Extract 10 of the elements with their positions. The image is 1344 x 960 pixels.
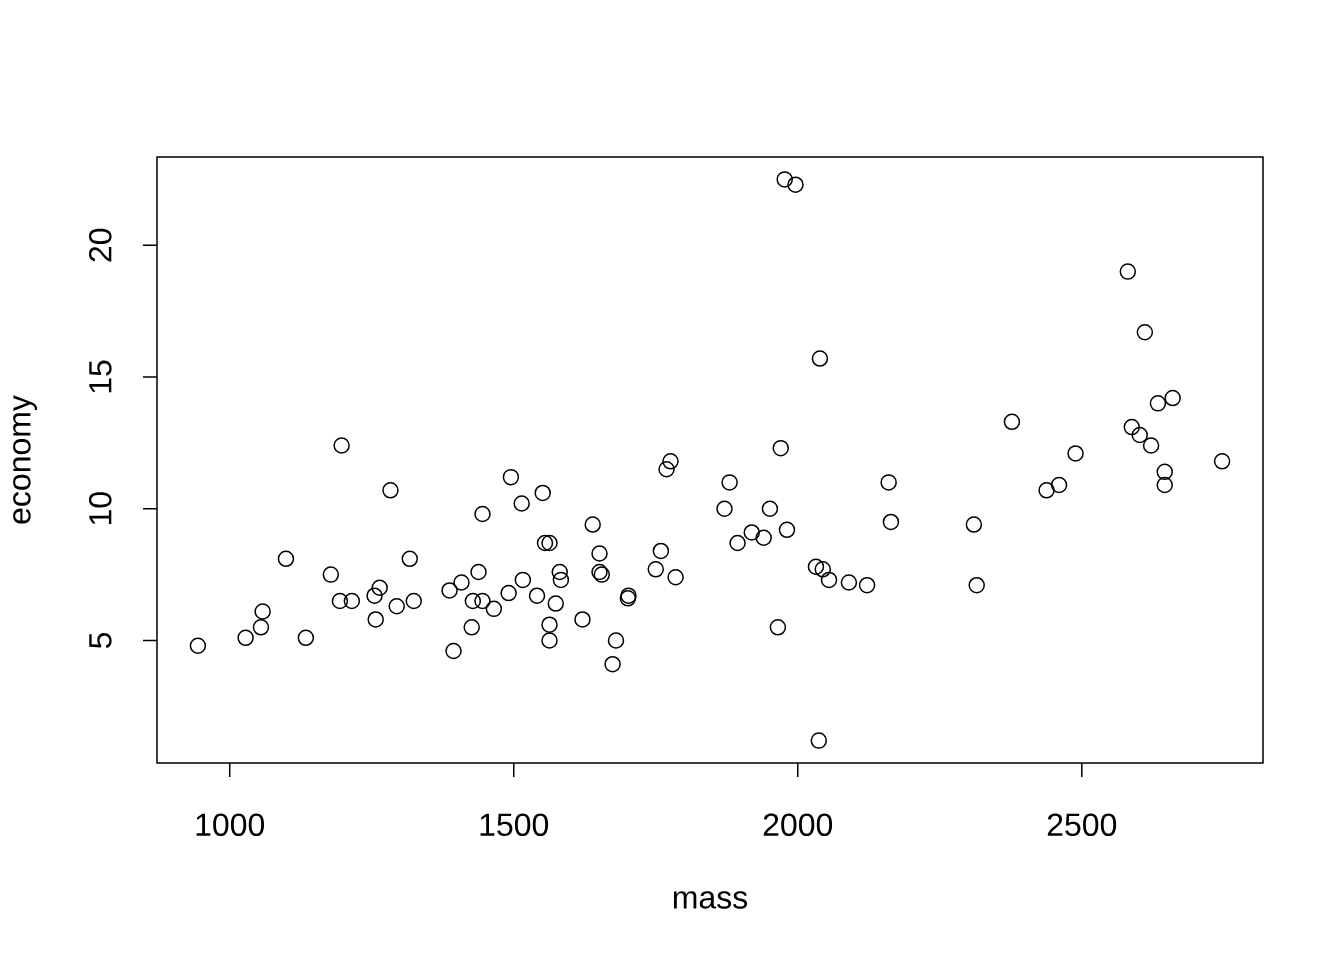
y-tick-label: 20 (88, 228, 112, 262)
x-tick-label: 1500 (480, 813, 549, 837)
y-tick-label: 5 (89, 632, 112, 649)
y-tick-label: 10 (88, 492, 112, 525)
y-tick-label: 15 (89, 360, 112, 393)
y-axis-title: economy (13, 395, 37, 524)
x-tick-label: 2000 (763, 813, 833, 837)
x-axis-title: mass (673, 891, 748, 909)
x-tick-label: 2500 (1047, 813, 1117, 837)
x-tick-label: 1000 (196, 813, 265, 837)
